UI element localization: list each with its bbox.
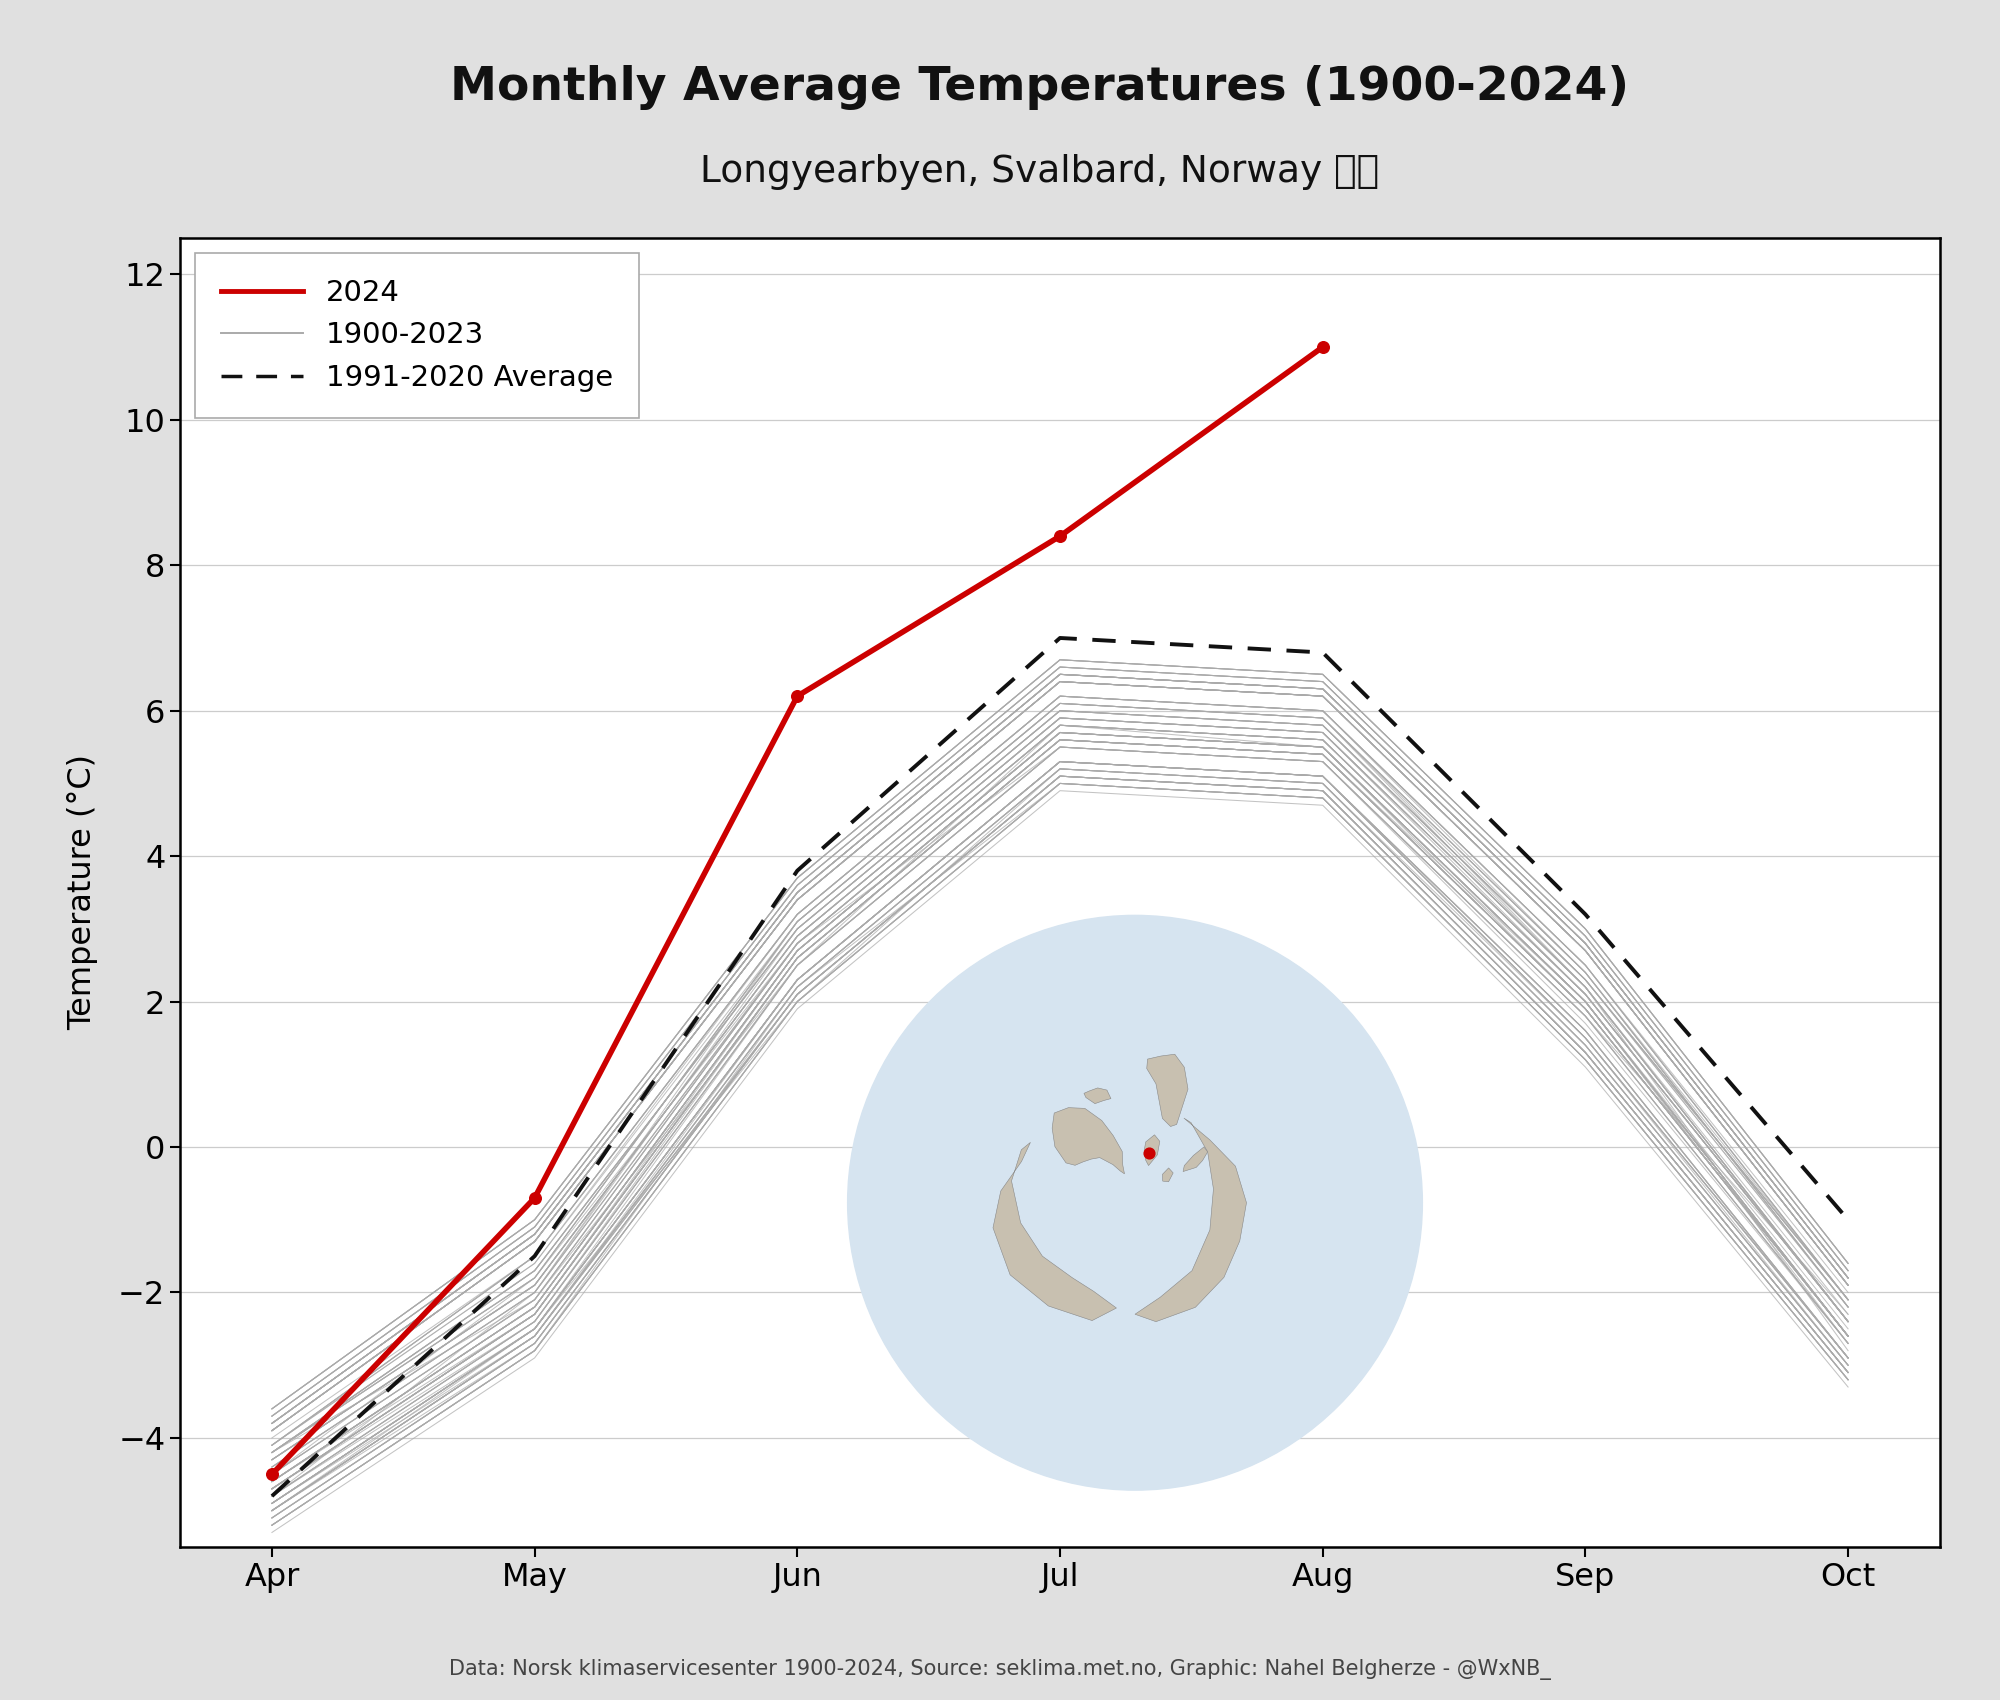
Point [1044, 522, 1076, 549]
Point [782, 683, 814, 711]
Y-axis label: Temperature (°C): Temperature (°C) [68, 755, 98, 1030]
Text: Monthly Average Temperatures (1900-2024): Monthly Average Temperatures (1900-2024) [450, 66, 1630, 110]
Legend: 2024, 1900-2023, 1991-2020 Average: 2024, 1900-2023, 1991-2020 Average [194, 253, 640, 418]
Point [518, 1185, 550, 1212]
PathPatch shape [992, 1142, 1116, 1321]
Text: Data: Norsk klimaservicesenter 1900-2024, Source: seklima.met.no, Graphic: Nahel: Data: Norsk klimaservicesenter 1900-2024… [450, 1659, 1550, 1680]
PathPatch shape [1146, 1054, 1188, 1127]
PathPatch shape [1144, 1136, 1160, 1166]
Circle shape [848, 915, 1422, 1491]
PathPatch shape [1136, 1119, 1246, 1321]
Point [256, 1460, 288, 1488]
Point [1132, 1139, 1164, 1166]
PathPatch shape [1084, 1088, 1110, 1103]
PathPatch shape [1184, 1148, 1208, 1171]
PathPatch shape [1162, 1168, 1174, 1182]
PathPatch shape [1052, 1108, 1124, 1173]
Text: Longyearbyen, Svalbard, Norway 🇳🇴: Longyearbyen, Svalbard, Norway 🇳🇴 [700, 155, 1380, 190]
Point [1306, 333, 1338, 360]
